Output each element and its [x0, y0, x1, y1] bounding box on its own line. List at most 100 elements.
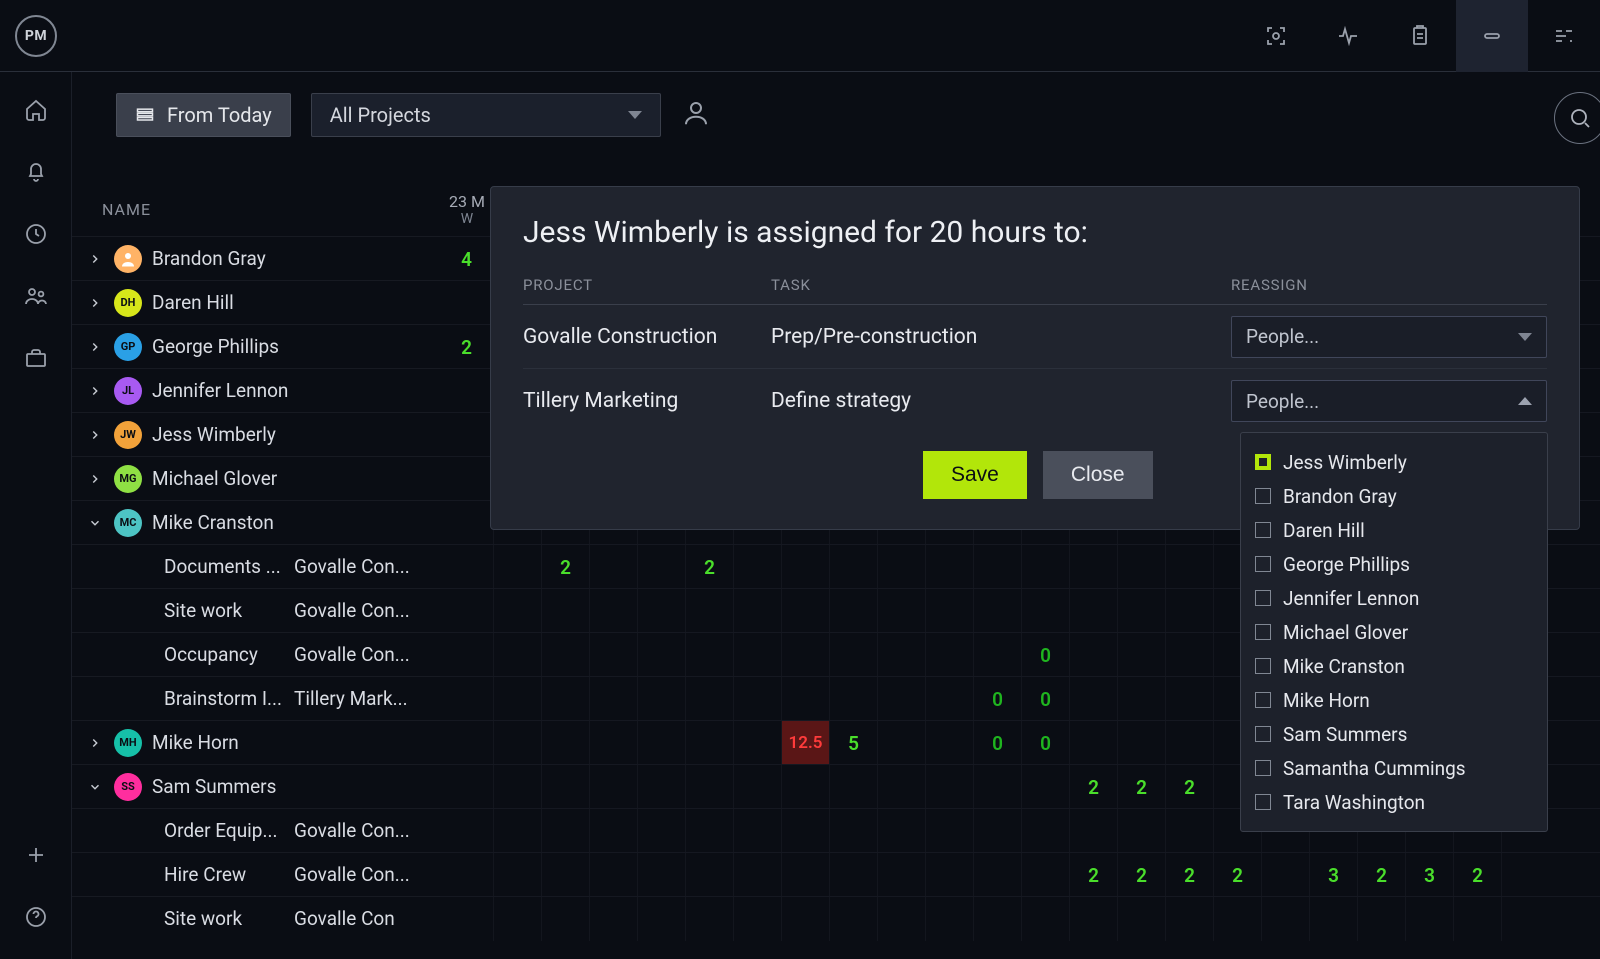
grid-cell [1070, 677, 1118, 721]
top-icon-group [1240, 0, 1600, 72]
dropdown-label: Tara Washington [1283, 791, 1425, 814]
person-row[interactable]: MHMike Horn [72, 720, 440, 764]
grid-cell [1166, 721, 1214, 765]
dropdown-item[interactable]: Samantha Cummings [1255, 751, 1533, 785]
modal-header-task: TASK [771, 276, 1231, 294]
checkbox-icon[interactable] [1255, 556, 1271, 572]
checkbox-icon[interactable] [1255, 454, 1271, 470]
dropdown-item[interactable]: Brandon Gray [1255, 479, 1533, 513]
close-button[interactable]: Close [1043, 451, 1153, 499]
projects-select[interactable]: All Projects [311, 93, 661, 137]
task-row[interactable]: OccupancyGovalle Con... [72, 632, 440, 676]
brand: PM [0, 0, 72, 72]
task-row[interactable]: Site workGovalle Con [72, 896, 440, 940]
from-today-button[interactable]: From Today [116, 93, 291, 137]
people-icon[interactable] [22, 282, 50, 310]
dropdown-item[interactable]: Jess Wimberly [1255, 445, 1533, 479]
checkbox-icon[interactable] [1255, 590, 1271, 606]
chevron-down-icon[interactable] [86, 516, 104, 530]
help-icon[interactable] [22, 903, 50, 931]
dropdown-item[interactable]: Mike Horn [1255, 683, 1533, 717]
person-row[interactable]: SSSam Summers [72, 764, 440, 808]
dropdown-item[interactable]: Daren Hill [1255, 513, 1533, 547]
grid-cell [1166, 589, 1214, 633]
checkbox-icon[interactable] [1255, 522, 1271, 538]
grid-cell: 4 [440, 237, 494, 281]
task-row[interactable]: Documents ...Govalle Con... [72, 544, 440, 588]
task-row[interactable]: Hire CrewGovalle Con... [72, 852, 440, 896]
checkbox-icon[interactable] [1255, 760, 1271, 776]
save-button[interactable]: Save [923, 451, 1027, 499]
reassign-select[interactable]: People... [1231, 380, 1547, 422]
reassign-select[interactable]: People... [1231, 316, 1547, 358]
grid-cell [686, 765, 734, 809]
person-row[interactable]: JLJennifer Lennon [72, 368, 440, 412]
modal-project: Govalle Construction [523, 325, 771, 349]
grid-cell: 5 [830, 721, 878, 765]
name-header: NAME [102, 200, 151, 219]
grid-cell [830, 809, 878, 853]
dropdown-item[interactable]: Michael Glover [1255, 615, 1533, 649]
checkbox-icon[interactable] [1255, 488, 1271, 504]
person-row[interactable]: Brandon Gray [72, 236, 440, 280]
dropdown-item[interactable]: George Phillips [1255, 547, 1533, 581]
grid-cell [542, 897, 590, 941]
checkbox-icon[interactable] [1255, 624, 1271, 640]
activity-icon[interactable] [1312, 0, 1384, 72]
home-icon[interactable] [22, 96, 50, 124]
task-row[interactable]: Site workGovalle Con... [72, 588, 440, 632]
plus-icon[interactable] [22, 841, 50, 869]
person-row[interactable]: JWJess Wimberly [72, 412, 440, 456]
dropdown-item[interactable]: Jennifer Lennon [1255, 581, 1533, 615]
grid-cell [782, 809, 830, 853]
chevron-right-icon[interactable] [86, 736, 104, 750]
checkbox-icon[interactable] [1255, 692, 1271, 708]
person-row[interactable]: GPGeorge Phillips [72, 324, 440, 368]
clock-icon[interactable] [22, 220, 50, 248]
bell-icon[interactable] [22, 158, 50, 186]
timeline-icon[interactable] [1528, 0, 1600, 72]
person-name: Mike Cranston [152, 511, 274, 534]
dropdown-item[interactable]: Tara Washington [1255, 785, 1533, 819]
search-button[interactable] [1554, 92, 1600, 144]
dropdown-item[interactable]: Mike Cranston [1255, 649, 1533, 683]
briefcase-icon[interactable] [22, 344, 50, 372]
chevron-right-icon[interactable] [86, 296, 104, 310]
grid-cell [734, 545, 782, 589]
chevron-right-icon[interactable] [86, 472, 104, 486]
person-row[interactable]: MGMichael Glover [72, 456, 440, 500]
chevron-right-icon[interactable] [86, 340, 104, 354]
person-row[interactable]: DHDaren Hill [72, 280, 440, 324]
toolbar: From Today All Projects [72, 72, 1600, 158]
task-name: Site work [164, 599, 284, 622]
grid-cell [734, 721, 782, 765]
dropdown-item[interactable]: Sam Summers [1255, 717, 1533, 751]
grid-cell [878, 765, 926, 809]
grid-cell [734, 897, 782, 941]
person-icon[interactable] [681, 98, 711, 132]
checkbox-icon[interactable] [1255, 794, 1271, 810]
grid-cell [1118, 677, 1166, 721]
grid-cell [830, 853, 878, 897]
modal-title: Jess Wimberly is assigned for 20 hours t… [523, 215, 1547, 250]
chevron-down-icon[interactable] [86, 780, 104, 794]
grid-cell [782, 545, 830, 589]
scan-icon[interactable] [1240, 0, 1312, 72]
clipboard-icon[interactable] [1384, 0, 1456, 72]
grid-cell [1070, 545, 1118, 589]
checkbox-icon[interactable] [1255, 726, 1271, 742]
chevron-right-icon[interactable] [86, 252, 104, 266]
grid-cell [1070, 809, 1118, 853]
chevron-right-icon[interactable] [86, 384, 104, 398]
grid-cell [494, 633, 542, 677]
grid-cell [878, 589, 926, 633]
task-row[interactable]: Brainstorm I...Tillery Mark... [72, 676, 440, 720]
person-row[interactable]: MCMike Cranston [72, 500, 440, 544]
checkbox-icon[interactable] [1255, 658, 1271, 674]
chevron-right-icon[interactable] [86, 428, 104, 442]
grid-cell [782, 589, 830, 633]
grid-cell [440, 457, 494, 501]
link-icon[interactable] [1456, 0, 1528, 72]
task-row[interactable]: Order Equip...Govalle Con... [72, 808, 440, 852]
grid-cell [494, 545, 542, 589]
